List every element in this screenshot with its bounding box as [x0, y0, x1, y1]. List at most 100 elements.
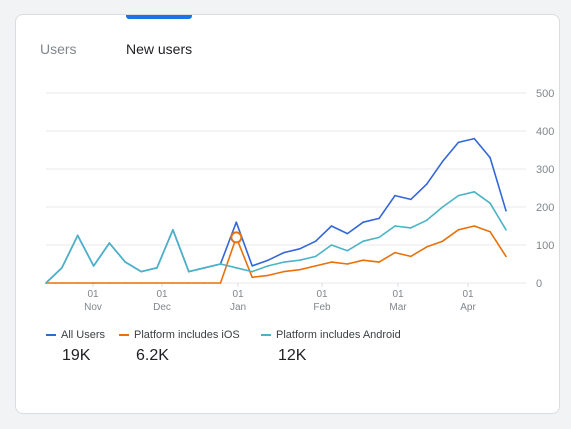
- data-point: [489, 202, 491, 204]
- data-point: [441, 206, 444, 208]
- x-tick-month: Dec: [153, 302, 171, 313]
- data-point: [283, 270, 285, 273]
- data-point: [505, 229, 507, 231]
- data-point: [283, 251, 285, 254]
- y-tick-label: 300: [536, 164, 554, 176]
- data-point: [61, 267, 63, 269]
- data-point: [346, 263, 349, 265]
- data-point: [330, 225, 333, 227]
- data-point: [108, 282, 111, 284]
- data-point: [283, 261, 285, 263]
- data-point: [251, 265, 254, 267]
- new-users-card: Users New users 0 100 200 300 400 500 01 Nov 01 D…: [15, 14, 560, 414]
- data-point: [505, 255, 507, 258]
- data-point: [92, 265, 95, 267]
- metric-android: 12K: [278, 347, 307, 364]
- data-point: [378, 261, 380, 263]
- y-tick-label: 400: [536, 126, 554, 138]
- data-point: [394, 194, 396, 197]
- data-point: [425, 183, 428, 185]
- data-point: [156, 282, 158, 284]
- y-tick-label: 0: [536, 278, 542, 290]
- data-point: [187, 270, 190, 273]
- data-point: [187, 282, 190, 284]
- data-point: [156, 267, 158, 269]
- x-tick-day: 01: [232, 289, 244, 300]
- data-point: [76, 234, 79, 237]
- data-point: [457, 194, 460, 197]
- data-point: [378, 217, 380, 220]
- series-line-2: [45, 191, 507, 284]
- x-tick-month: Nov: [84, 302, 102, 313]
- y-tick-label: 500: [536, 88, 554, 100]
- data-point: [92, 282, 95, 284]
- all-users-swatch: [46, 334, 56, 337]
- data-point: [505, 210, 507, 212]
- legend-label-android: Platform includes Android: [276, 329, 401, 341]
- active-tab-indicator: [126, 15, 192, 19]
- data-point: [314, 255, 317, 258]
- metric-all-users: 19K: [62, 347, 91, 364]
- x-tick-day: 01: [462, 289, 474, 300]
- legend-android[interactable]: Platform includes Android: [261, 329, 401, 341]
- data-point: [394, 225, 396, 227]
- data-point: [251, 270, 254, 273]
- data-point: [410, 255, 412, 258]
- data-point: [410, 198, 412, 201]
- data-point: [346, 249, 349, 252]
- data-point: [298, 268, 301, 271]
- line-chart: 0 100 200 300 400 500 01 Nov 01 Dec 01 Jan 01 Feb 01 Ma…: [45, 88, 554, 313]
- x-tick-day: 01: [156, 289, 168, 300]
- tab-new-users[interactable]: New users: [126, 41, 193, 57]
- data-point: [410, 227, 412, 229]
- data-point: [441, 240, 444, 242]
- data-point: [394, 251, 396, 254]
- data-point: [298, 248, 301, 250]
- legend-label-ios: Platform includes iOS: [134, 329, 240, 341]
- android-swatch: [261, 334, 271, 337]
- data-point: [362, 221, 365, 223]
- data-point: [235, 221, 238, 223]
- tab-users[interactable]: Users: [40, 41, 77, 57]
- data-point: [203, 282, 206, 284]
- legend-ios[interactable]: Platform includes iOS: [119, 329, 240, 341]
- x-tick-month: Mar: [389, 302, 407, 313]
- data-point: [61, 282, 63, 284]
- data-point: [489, 230, 491, 233]
- data-point: [219, 263, 222, 265]
- data-point: [235, 267, 238, 269]
- data-point: [457, 229, 460, 231]
- data-point: [172, 229, 174, 231]
- data-point: [457, 141, 460, 144]
- ios-swatch: [119, 334, 129, 337]
- data-point: [441, 160, 444, 163]
- data-point: [267, 265, 269, 267]
- data-point: [314, 240, 317, 242]
- legend-all-users[interactable]: All Users: [46, 329, 105, 341]
- data-point: [473, 137, 476, 140]
- data-point: [203, 267, 206, 269]
- y-tick-label: 200: [536, 202, 554, 214]
- data-point: [267, 274, 269, 277]
- data-point: [314, 265, 317, 267]
- data-point: [172, 282, 174, 284]
- x-tick-month: Jan: [230, 302, 246, 313]
- data-point: [425, 219, 428, 222]
- x-tick-day: 01: [87, 289, 99, 300]
- data-point: [219, 282, 222, 284]
- data-point: [298, 259, 301, 261]
- data-point: [124, 261, 127, 263]
- data-point: [473, 191, 476, 193]
- data-point: [251, 276, 254, 279]
- legend-label-all-users: All Users: [61, 329, 106, 341]
- x-tick-month: Apr: [460, 302, 476, 313]
- annotation-marker-icon: [230, 231, 243, 244]
- y-tick-label: 100: [536, 240, 554, 252]
- x-tick-month: Feb: [313, 302, 331, 313]
- data-point: [346, 232, 349, 235]
- series-line-1: [46, 225, 507, 284]
- data-point: [267, 259, 269, 261]
- data-point: [124, 282, 127, 284]
- metric-ios: 6.2K: [136, 347, 169, 364]
- data-point: [140, 270, 142, 273]
